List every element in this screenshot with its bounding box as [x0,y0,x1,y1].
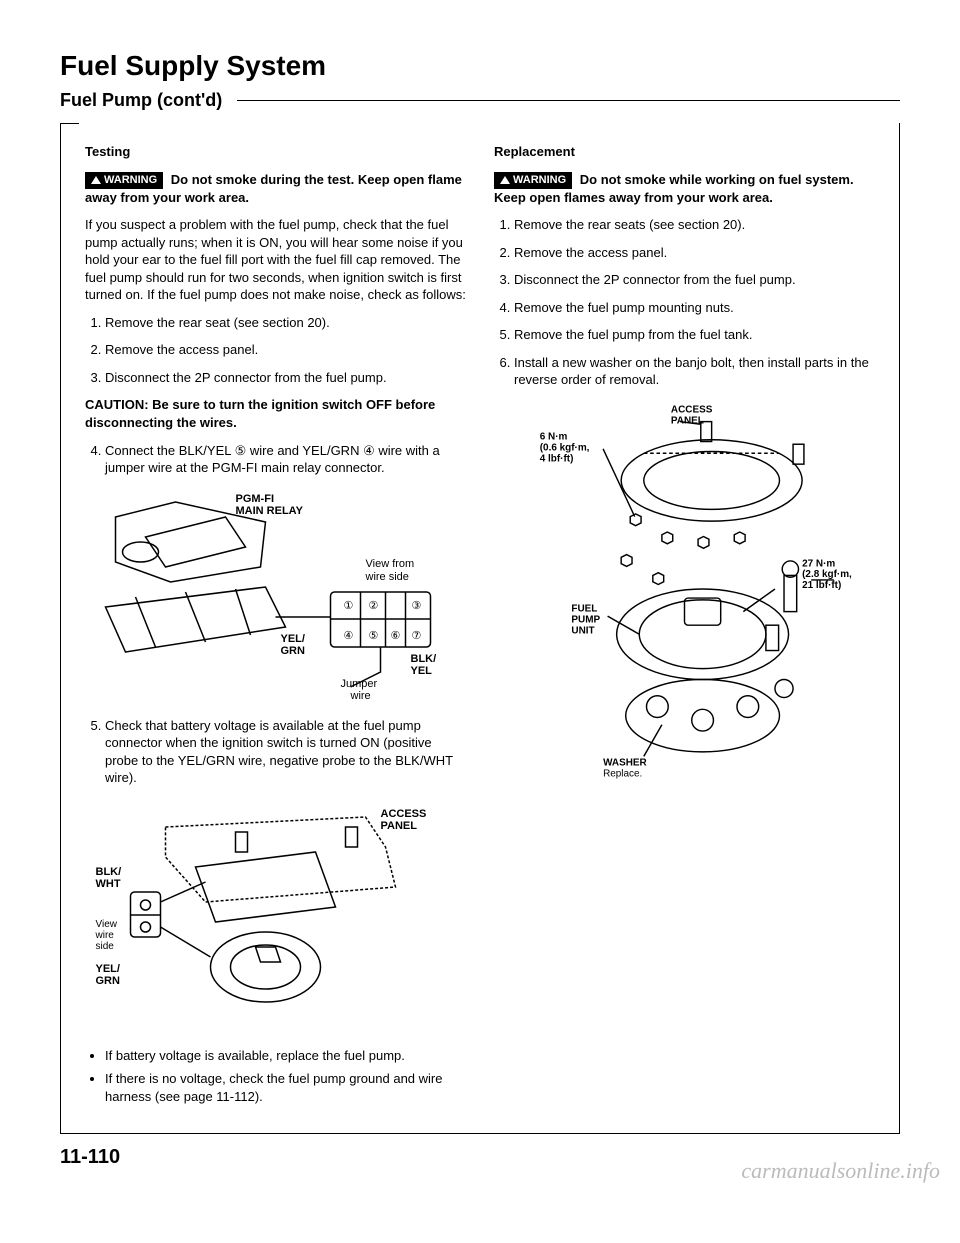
svg-text:PUMP: PUMP [571,614,600,625]
svg-text:View: View [96,919,118,930]
svg-text:WASHER: WASHER [603,757,647,768]
rstep-6: Install a new washer on the banjo bolt, … [514,354,875,389]
rstep-4: Remove the fuel pump mounting nuts. [514,299,875,317]
svg-text:wire: wire [95,930,115,941]
svg-text:UNIT: UNIT [571,625,594,636]
svg-text:PANEL: PANEL [671,415,704,426]
step-2: Remove the access panel. [105,341,466,359]
svg-text:Replace.: Replace. [603,768,642,779]
relay-label: PGM-FI [236,493,275,505]
page-title: Fuel Supply System [60,50,900,82]
svg-text:27 N·m: 27 N·m [802,558,835,569]
step-1: Remove the rear seat (see section 20). [105,314,466,332]
divider-line [237,100,900,101]
right-column: Replacement WARNING Do not smoke while w… [494,143,875,1113]
bullet-2: If there is no voltage, check the fuel p… [105,1070,466,1105]
svg-text:WHT: WHT [96,878,121,890]
step-3: Disconnect the 2P connector from the fue… [105,369,466,387]
svg-text:4 lbf·ft): 4 lbf·ft) [540,453,574,464]
rstep-5: Remove the fuel pump from the fuel tank. [514,326,875,344]
svg-text:(2.8 kgf·m,: (2.8 kgf·m, [802,569,852,580]
fuel-pump-diagram: ACCESS PANEL 6 N·m (0.6 kgf·m, 4 lbf·ft)… [494,399,875,779]
page-subtitle: Fuel Pump (cont'd) [60,90,237,111]
watermark: carmanualsonline.info [741,1158,940,1184]
svg-text:YEL/: YEL/ [281,633,305,645]
svg-text:YEL/: YEL/ [96,963,120,975]
access-panel-diagram: ACCESS PANEL BLK/ WHT View wire side YEL… [85,797,466,1037]
svg-text:Jumper: Jumper [341,678,378,690]
bullet-1: If battery voltage is available, replace… [105,1047,466,1065]
replacement-steps: Remove the rear seats (see section 20). … [494,216,875,389]
svg-text:⑦: ⑦ [412,630,422,642]
caution-text: CAUTION: Be sure to turn the ignition sw… [85,396,466,431]
svg-text:FUEL: FUEL [571,604,597,615]
svg-text:⑥: ⑥ [391,630,401,642]
rstep-1: Remove the rear seats (see section 20). [514,216,875,234]
svg-text:21 lbf·ft): 21 lbf·ft) [802,580,841,591]
testing-steps-cont: Connect the BLK/YEL ⑤ wire and YEL/GRN ④… [85,442,466,477]
svg-text:YEL: YEL [411,665,433,677]
svg-text:②: ② [369,600,379,612]
warning-badge: WARNING [85,172,163,189]
svg-text:6 N·m: 6 N·m [540,432,568,443]
testing-steps: Remove the rear seat (see section 20). R… [85,314,466,387]
relay-diagram: PGM-FI MAIN RELAY View from wire side ① … [85,487,466,707]
svg-text:GRN: GRN [281,645,306,657]
svg-text:wire side: wire side [365,571,409,583]
svg-text:ACCESS: ACCESS [671,404,713,415]
svg-text:ACCESS: ACCESS [381,808,427,820]
svg-text:③: ③ [412,600,422,612]
svg-text:④: ④ [344,630,354,642]
svg-text:BLK/: BLK/ [411,653,437,665]
svg-text:wire: wire [350,690,371,702]
rstep-2: Remove the access panel. [514,244,875,262]
intro-text: If you suspect a problem with the fuel p… [85,216,466,304]
svg-text:BLK/: BLK/ [96,866,122,878]
svg-text:GRN: GRN [96,975,121,987]
warning-label-right: WARNING [513,174,566,186]
svg-text:PANEL: PANEL [381,820,418,832]
svg-text:⑤: ⑤ [369,630,379,642]
step-4: Connect the BLK/YEL ⑤ wire and YEL/GRN ④… [105,442,466,477]
svg-text:View from: View from [366,558,415,570]
result-bullets: If battery voltage is available, replace… [85,1047,466,1106]
step-5: Check that battery voltage is available … [105,717,466,787]
rstep-3: Disconnect the 2P connector from the fue… [514,271,875,289]
svg-text:①: ① [344,600,354,612]
svg-text:side: side [96,941,115,952]
testing-heading: Testing [85,143,466,161]
svg-text:MAIN RELAY: MAIN RELAY [236,505,304,517]
content-frame: Testing WARNING Do not smoke during the … [60,123,900,1134]
left-column: Testing WARNING Do not smoke during the … [85,143,466,1113]
warning-label: WARNING [104,174,157,186]
warning-badge-right: WARNING [494,172,572,189]
testing-steps-5: Check that battery voltage is available … [85,717,466,787]
replacement-heading: Replacement [494,143,875,161]
svg-text:(0.6 kgf·m,: (0.6 kgf·m, [540,442,590,453]
